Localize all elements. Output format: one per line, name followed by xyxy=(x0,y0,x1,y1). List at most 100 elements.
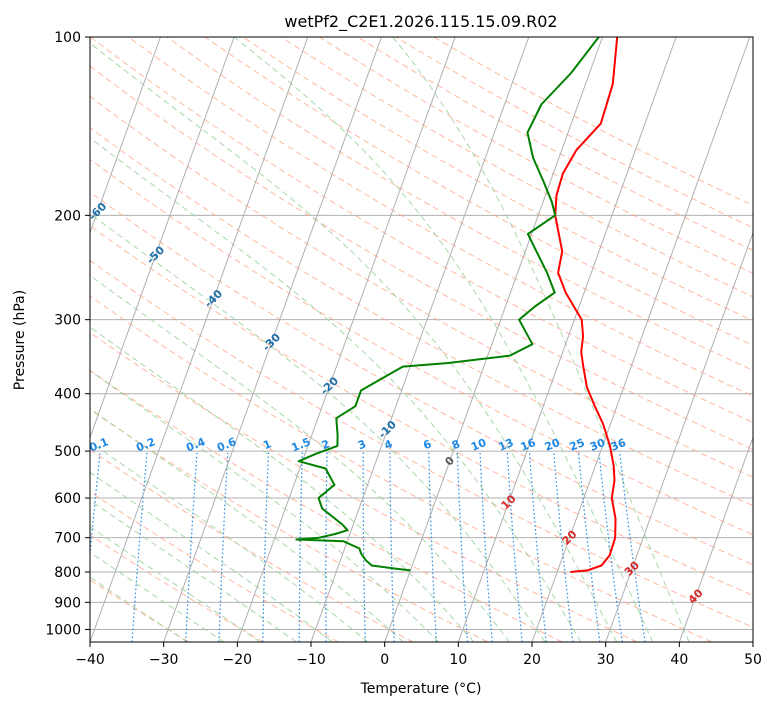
isotherm-label: -40 xyxy=(202,287,225,310)
mixing-ratio-label: 20 xyxy=(543,436,562,454)
y-tick-label: 300 xyxy=(54,313,81,329)
x-tick-label: 40 xyxy=(670,652,688,668)
moist-adiabat xyxy=(90,407,404,642)
y-tick-label: 500 xyxy=(54,444,81,460)
mixing-ratio-label: 16 xyxy=(519,436,538,454)
moist-adiabat xyxy=(90,551,225,642)
mixing-ratio-label: 10 xyxy=(469,436,488,454)
moist-adiabat xyxy=(233,37,654,642)
x-axis-title: Temperature (°C) xyxy=(360,681,482,697)
mixing-ratio-line xyxy=(528,451,547,642)
dry-adiabat xyxy=(90,158,753,536)
mixing-ratio-label: 1 xyxy=(261,437,273,452)
x-tick-label: 0 xyxy=(380,652,389,668)
moist-adiabat xyxy=(90,137,582,642)
plot-frame xyxy=(89,36,754,643)
y-tick-label: 700 xyxy=(54,531,81,547)
dry-adiabat xyxy=(90,295,712,642)
mixing-ratio-label: 13 xyxy=(496,436,515,454)
dry-adiabat xyxy=(90,332,638,642)
isotherms xyxy=(90,37,753,642)
isotherm-line xyxy=(531,37,751,642)
mixing-ratio-label: 2 xyxy=(320,437,332,452)
moist-adiabat xyxy=(90,274,510,642)
mixing-ratio-line xyxy=(389,451,395,642)
dry-adiabat xyxy=(204,37,753,346)
dry-adiabat xyxy=(280,37,753,298)
dry-adiabat xyxy=(90,490,339,642)
x-tick-label: 10 xyxy=(449,652,467,668)
mixing-ratio-label: 0.4 xyxy=(184,435,207,454)
mixing-ratio-lines xyxy=(90,451,646,642)
chart-title: wetPf2_C2E1.2026.115.15.09.R02 xyxy=(284,12,557,32)
moist-adiabat xyxy=(90,370,439,642)
isotherm-line xyxy=(752,640,753,642)
moist-adiabat xyxy=(90,212,546,642)
profile-series xyxy=(295,37,619,573)
isotherm-label: -30 xyxy=(260,331,283,354)
dry-adiabat xyxy=(90,579,190,642)
mixing-ratio-label: 1.5 xyxy=(289,435,312,454)
moist-adiabat xyxy=(90,326,475,642)
moist-adiabat xyxy=(90,471,333,642)
y-tick-label: 100 xyxy=(54,30,81,46)
y-axis-title: Pressure (hPa) xyxy=(12,290,28,390)
mixing-ratio-line xyxy=(456,451,469,642)
mixing-ratio-line xyxy=(553,451,574,642)
x-tick-label: 20 xyxy=(523,652,541,668)
y-tick-label: 1000 xyxy=(45,622,81,638)
dry-adiabat xyxy=(90,369,563,642)
x-tick-label: −20 xyxy=(223,652,253,668)
mixing-ratio-line xyxy=(598,451,623,642)
isotherm-label: 0 xyxy=(442,454,457,469)
isotherm-line xyxy=(163,37,382,642)
y-tick-label: 600 xyxy=(54,491,81,507)
mixing-ratio-line xyxy=(298,451,303,642)
y-tick-label: 400 xyxy=(54,387,81,403)
isotherm-line xyxy=(90,37,309,642)
moist-adiabat xyxy=(392,37,690,642)
dry-adiabat xyxy=(90,259,753,629)
dewpoint-profile-line xyxy=(295,37,600,572)
moist-adiabat xyxy=(90,526,261,642)
dry-adiabat xyxy=(128,37,753,397)
isotherm-label: 20 xyxy=(560,527,580,547)
isotherm-line xyxy=(90,37,235,439)
mixing-ratio-line xyxy=(90,451,101,559)
y-tick-label: 200 xyxy=(54,208,81,224)
x-tick-label: −40 xyxy=(75,652,105,668)
dry-adiabat xyxy=(90,65,753,451)
dry-adiabat xyxy=(90,126,753,507)
mixing-ratio-label: 3 xyxy=(356,437,368,452)
mixing-ratio-label: 0.6 xyxy=(215,435,238,454)
dry-adiabat xyxy=(319,37,753,274)
isotherm-line xyxy=(457,37,677,642)
mixing-ratio-line xyxy=(577,451,601,642)
isotherm-line xyxy=(605,231,753,642)
dry-adiabat xyxy=(166,37,753,371)
mixing-ratio-line xyxy=(262,451,270,642)
isotherm-line xyxy=(236,37,456,642)
dry-adiabat xyxy=(242,37,753,322)
isotherm-line xyxy=(310,37,530,642)
x-tick-label: 50 xyxy=(744,652,762,668)
isotherm-line xyxy=(678,435,753,642)
mixing-ratio-line xyxy=(479,451,493,642)
isotherm-line xyxy=(90,37,161,235)
x-axis-ticks: −40 −30 −20 −10 0 10 20 30 40 50 xyxy=(75,642,762,668)
mixing-ratio-line xyxy=(325,451,328,642)
moist-adiabat xyxy=(90,42,618,642)
y-tick-label: 900 xyxy=(54,595,81,611)
x-tick-label: −30 xyxy=(149,652,179,668)
x-tick-label: 30 xyxy=(597,652,615,668)
dry-adiabat xyxy=(90,534,264,642)
mixing-ratio-line xyxy=(185,451,198,642)
isotherm-label: 40 xyxy=(686,586,706,606)
dry-adiabat xyxy=(90,37,753,423)
isotherm-line xyxy=(384,37,603,642)
temperature-profile-line xyxy=(554,37,619,573)
mixing-ratio-label: 8 xyxy=(450,437,462,452)
x-tick-label: −10 xyxy=(296,652,326,668)
